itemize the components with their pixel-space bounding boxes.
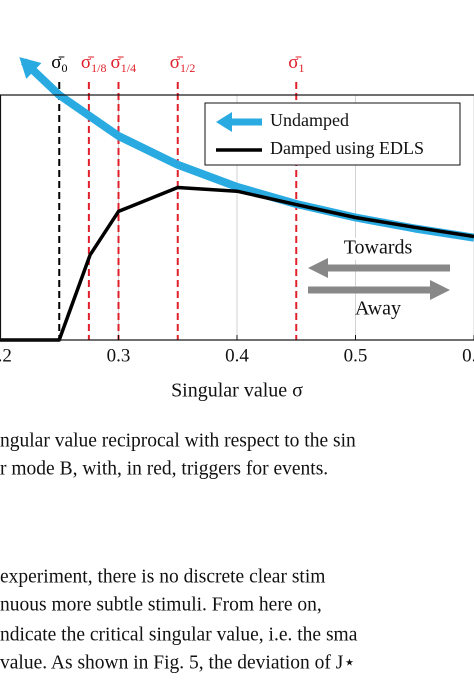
- body-line: value. As shown in Fig. 5, the deviation…: [0, 652, 356, 673]
- legend-label: Damped using EDLS: [270, 138, 424, 158]
- trigger-symbol: σ̄: [111, 52, 124, 73]
- label-bg: [330, 238, 422, 260]
- body-line: nuous more subtle stimuli. From here on,: [0, 594, 322, 615]
- trigger-label: σ̄1/2: [170, 52, 196, 74]
- trigger-symbol: σ̄: [288, 52, 301, 73]
- arrowhead: [430, 280, 450, 300]
- x-tick-label: 0.6: [462, 345, 474, 366]
- series-line: [0, 185, 474, 342]
- legend-box: [204, 102, 461, 166]
- arrowhead: [308, 258, 328, 278]
- trigger-label: σ̄1: [288, 52, 304, 74]
- trigger-subscript: 1: [299, 61, 305, 75]
- legend-arrowhead: [216, 112, 232, 132]
- trigger-label: σ̄1/8: [81, 52, 107, 74]
- trigger-symbol: σ̄: [81, 52, 94, 73]
- x-tick-label: 0.5: [344, 345, 368, 366]
- body-line: ndicate the critical singular value, i.e…: [0, 624, 358, 645]
- x-tick-label: 0.2: [0, 345, 12, 366]
- legend: Undamped Damped using EDLS: [204, 102, 461, 166]
- trigger-label: σ̄1/4: [111, 52, 137, 74]
- x-tick-label: 0.4: [225, 345, 249, 366]
- plot: [0, 57, 474, 342]
- caption-line: r mode B, with, in red, triggers for eve…: [0, 458, 328, 479]
- x-tick-label: 0.3: [107, 345, 131, 366]
- trigger-subscript: 1/2: [180, 61, 195, 75]
- plot-frame: [0, 94, 474, 341]
- trigger-subscript: 1/8: [91, 61, 106, 75]
- trigger-subscript: 1/4: [121, 61, 136, 75]
- trigger-label: σ̄0: [51, 52, 67, 74]
- arrowhead: [19, 57, 42, 79]
- caption-line: ngular value reciprocal with respect to …: [0, 430, 356, 451]
- body-line: experiment, there is no discrete clear s…: [0, 566, 325, 587]
- legend-label: Undamped: [270, 110, 349, 130]
- direction-arrows: Towards Away: [308, 237, 450, 320]
- trigger-symbol: σ̄: [51, 52, 64, 73]
- annotation: Towards: [344, 237, 413, 259]
- trigger-subscript: 0: [62, 61, 68, 75]
- x-axis-label: Singular value σ: [171, 380, 303, 402]
- annotation: Away: [355, 298, 401, 320]
- trigger-symbol: σ̄: [170, 52, 183, 73]
